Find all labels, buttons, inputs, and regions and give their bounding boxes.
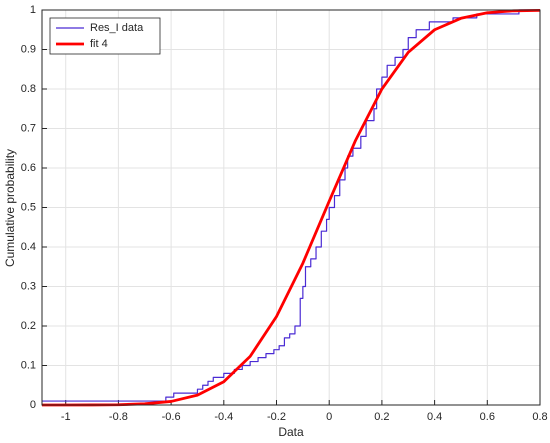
y-tick-label: 0.3 <box>21 280 36 292</box>
y-tick-label: 0.6 <box>21 162 36 174</box>
y-tick-label: 0 <box>30 399 36 411</box>
x-tick-label: 0.6 <box>480 411 495 423</box>
x-tick-label: -1 <box>61 411 71 423</box>
y-tick-label: 0.7 <box>21 122 36 134</box>
legend-label: Res_I data <box>90 22 144 34</box>
x-tick-label: 0 <box>326 411 332 423</box>
y-tick-label: 0.9 <box>21 43 36 55</box>
y-axis-label: Cumulative probability <box>3 149 17 267</box>
x-tick-label: -0.2 <box>267 411 286 423</box>
x-tick-label: -0.6 <box>162 411 181 423</box>
y-tick-label: 0.8 <box>21 83 36 95</box>
axes-box <box>41 9 541 406</box>
legend-box <box>49 17 161 55</box>
legend: Res_I data fit 4 <box>49 17 161 55</box>
y-tick-label: 0.1 <box>21 359 36 371</box>
x-tick-label: -0.8 <box>109 411 128 423</box>
y-tick-label: 0.4 <box>21 241 36 253</box>
x-tick-label: -0.4 <box>214 411 233 423</box>
y-tick-label: 0.5 <box>21 201 36 213</box>
x-tick-label: 0.8 <box>532 411 547 423</box>
x-axis-label: Data <box>278 425 304 439</box>
y-tick-label: 1 <box>30 4 36 16</box>
x-tick-label: 0.2 <box>374 411 389 423</box>
legend-label: fit 4 <box>90 38 108 50</box>
y-tick-label: 0.2 <box>21 320 36 332</box>
x-tick-label: 0.4 <box>427 411 442 423</box>
